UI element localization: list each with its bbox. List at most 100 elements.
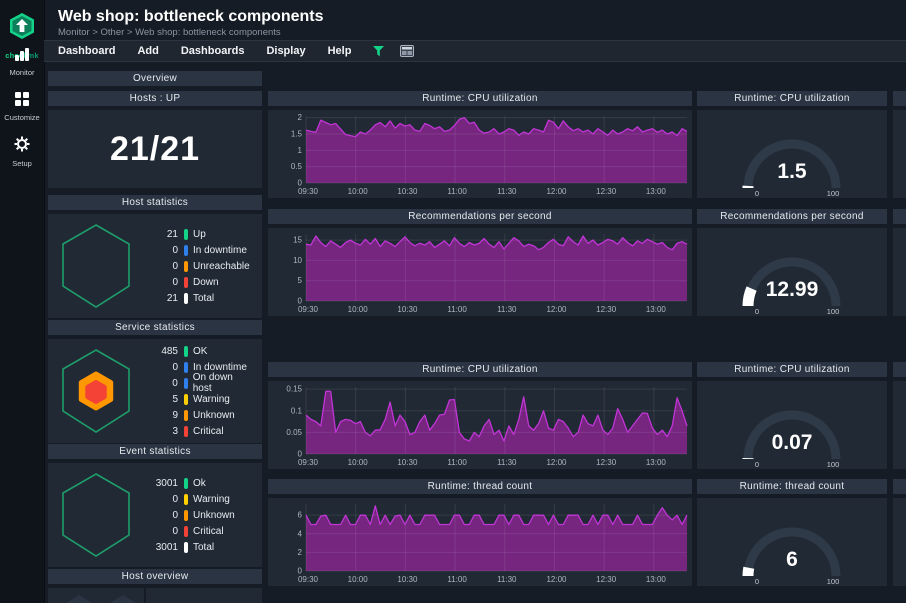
svg-text:10:30: 10:30 xyxy=(397,305,418,314)
status-pill xyxy=(184,378,188,389)
panel-title: Runtime: CPU utilization xyxy=(734,364,850,375)
filter-icon[interactable] xyxy=(373,46,384,57)
stat-row[interactable]: 0In downtime xyxy=(144,245,254,256)
sidebar-item-label: Setup xyxy=(0,159,44,168)
stat-row[interactable]: 9Unknown xyxy=(144,410,254,421)
stat-row[interactable]: 5Warning xyxy=(144,394,254,405)
status-pill xyxy=(184,410,188,421)
panel-gauge-threads[interactable]: 60100 xyxy=(697,498,887,586)
menu-item-add[interactable]: Add xyxy=(137,45,158,57)
stat-row[interactable]: 485OK xyxy=(144,346,254,357)
svg-text:100: 100 xyxy=(827,460,840,469)
stat-row[interactable]: 0Unknown xyxy=(144,510,254,521)
stat-row[interactable]: 0Warning xyxy=(144,494,254,505)
status-pill xyxy=(184,245,188,256)
stat-row[interactable]: 0Unreachable xyxy=(144,261,254,272)
panel-title: Runtime: CPU utilization xyxy=(422,364,538,375)
svg-text:11:30: 11:30 xyxy=(497,575,517,584)
panel-clipped xyxy=(893,381,906,469)
panel-gauge-recommendations[interactable]: 12.990100 xyxy=(697,228,887,316)
svg-text:13:00: 13:00 xyxy=(646,187,667,196)
stat-label: Critical xyxy=(193,526,224,537)
menu-item-display[interactable]: Display xyxy=(266,45,305,57)
svg-text:10:00: 10:00 xyxy=(348,305,369,314)
panel-header-clipped xyxy=(893,479,906,494)
svg-text:12.99: 12.99 xyxy=(766,278,819,301)
event-stats-hexagon[interactable] xyxy=(48,470,144,560)
svg-text:6: 6 xyxy=(786,548,798,571)
status-pill xyxy=(184,277,188,288)
stat-count: 3001 xyxy=(144,478,178,489)
svg-text:100: 100 xyxy=(827,307,840,316)
service-stats-hexagon[interactable] xyxy=(48,346,144,436)
status-pill xyxy=(184,261,188,272)
sidebar-item-monitor[interactable]: Monitor xyxy=(0,48,44,77)
svg-text:10:30: 10:30 xyxy=(397,575,418,584)
stat-count: 9 xyxy=(144,410,178,421)
sidebar-item-setup[interactable]: Setup xyxy=(0,136,44,168)
stat-row[interactable]: 3001Total xyxy=(144,542,254,553)
svg-text:11:00: 11:00 xyxy=(447,305,467,314)
host-stats-hexagon[interactable] xyxy=(48,221,144,311)
panel-header-event-statistics: Event statistics xyxy=(48,444,262,459)
svg-text:10:00: 10:00 xyxy=(348,458,369,467)
host-hexagon[interactable] xyxy=(108,594,138,603)
panel-event-statistics: 3001 Ok 0Warning 0Unknown 0Critical 3001T… xyxy=(48,463,262,567)
svg-text:10:00: 10:00 xyxy=(348,187,369,196)
sidebar-item-customize[interactable]: Customize xyxy=(0,92,44,122)
stat-label: Ok xyxy=(193,478,206,489)
sidebar: checkmk Monitor Customize xyxy=(0,0,45,603)
panel-title: Runtime: CPU utilization xyxy=(734,93,850,104)
stat-label: Unreachable xyxy=(193,261,250,272)
svg-text:2: 2 xyxy=(298,113,303,122)
stat-label: Total xyxy=(193,542,214,553)
bar-chart-icon xyxy=(14,48,30,61)
stat-label: Warning xyxy=(193,494,230,505)
svg-text:11:00: 11:00 xyxy=(447,187,467,196)
host-hexagon[interactable] xyxy=(64,594,94,603)
svg-text:12:30: 12:30 xyxy=(596,305,617,314)
stat-row[interactable]: 21Up xyxy=(144,229,254,240)
menu-item-help[interactable]: Help xyxy=(328,45,352,57)
stat-row[interactable]: 3Critical xyxy=(144,426,254,437)
hosts-up-value[interactable]: 21/21 xyxy=(48,110,262,188)
svg-text:100: 100 xyxy=(827,577,840,586)
stat-row[interactable]: 0Down xyxy=(144,277,254,288)
menu-item-dashboard[interactable]: Dashboard xyxy=(58,45,115,57)
sidebar-item-label: Monitor xyxy=(0,68,44,77)
svg-text:12:30: 12:30 xyxy=(596,575,617,584)
stat-row[interactable]: 0On down host xyxy=(144,378,254,389)
panel-graph-cpu-1[interactable]: 00.511.5209:3010:0010:3011:0011:3012:001… xyxy=(268,110,692,198)
svg-text:0.05: 0.05 xyxy=(286,428,302,437)
panel-gauge-cpu-2[interactable]: 0.070100 xyxy=(697,381,887,469)
panel-clipped xyxy=(893,228,906,316)
svg-text:12:30: 12:30 xyxy=(596,458,617,467)
panel-graph-cpu-2[interactable]: 00.050.10.1509:3010:0010:3011:0011:3012:… xyxy=(268,381,692,469)
stat-count: 3 xyxy=(144,426,178,437)
panel-header-gauge-recommendations: Recommendations per second xyxy=(697,209,887,224)
panel-graph-threads[interactable]: 024609:3010:0010:3011:0011:3012:0012:301… xyxy=(268,498,692,586)
stat-label: Total xyxy=(193,293,214,304)
gear-icon xyxy=(14,136,30,152)
panel-header-host-overview: Host overview xyxy=(48,569,262,584)
svg-text:09:30: 09:30 xyxy=(298,187,319,196)
layout-icon[interactable] xyxy=(400,45,414,57)
panel-title: Recommendations per second xyxy=(408,211,551,222)
stat-row[interactable]: 0In downtime xyxy=(144,362,254,373)
stat-row[interactable]: 3001 Ok xyxy=(144,478,254,489)
svg-text:15: 15 xyxy=(293,236,302,245)
panel-graph-recommendations[interactable]: 05101509:3010:0010:3011:0011:3012:0012:3… xyxy=(268,228,692,316)
panel-header-graph-cpu-2: Runtime: CPU utilization xyxy=(268,362,692,377)
menu-item-dashboards[interactable]: Dashboards xyxy=(181,45,245,57)
panel-header-graph-threads: Runtime: thread count xyxy=(268,479,692,494)
svg-text:13:00: 13:00 xyxy=(646,575,667,584)
stat-row[interactable]: 21Total xyxy=(144,293,254,304)
panel-gauge-cpu-1[interactable]: 1.50100 xyxy=(697,110,887,198)
panel-title: Runtime: CPU utilization xyxy=(422,93,538,104)
status-pill xyxy=(184,229,188,240)
stat-row[interactable]: 0Critical xyxy=(144,526,254,537)
svg-text:1.5: 1.5 xyxy=(291,129,303,138)
panel-header-clipped xyxy=(893,91,906,106)
svg-text:12:00: 12:00 xyxy=(546,458,567,467)
svg-text:13:00: 13:00 xyxy=(646,458,667,467)
